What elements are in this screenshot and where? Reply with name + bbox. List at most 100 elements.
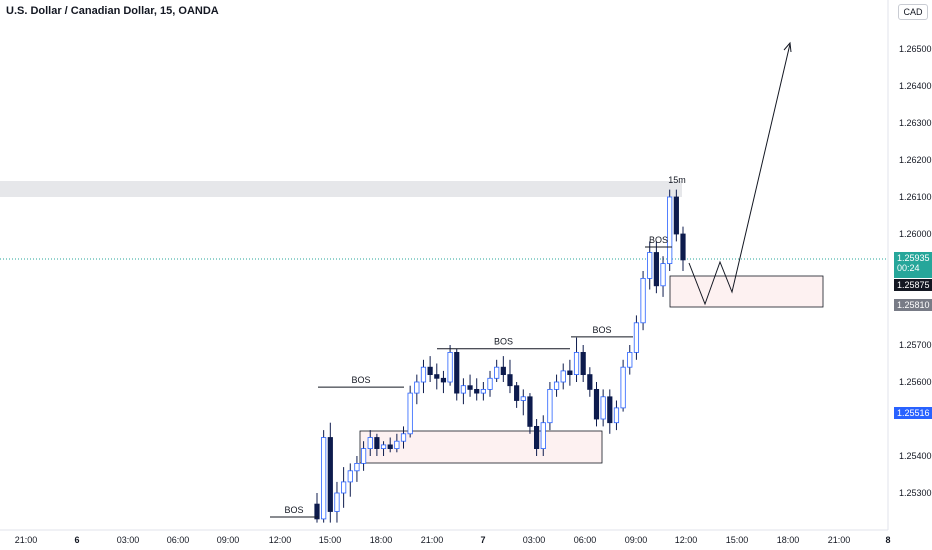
candle-body [380, 444, 387, 449]
price-tick-label: 1.26400 [899, 81, 932, 91]
candle-body [660, 263, 666, 287]
bos-label: BOS [351, 375, 370, 385]
candle-body [447, 351, 453, 383]
time-tick-label: 03:00 [523, 535, 546, 545]
price-tick-label: 1.26300 [899, 118, 932, 128]
candle-body [540, 422, 546, 450]
candle-body [474, 388, 480, 394]
candle-body [520, 396, 526, 401]
price-axis: 1.26500 1.26400 1.26300 1.26200 1.26100 1.260… [899, 44, 932, 498]
bos-label: BOS [649, 235, 668, 245]
candle-body [440, 377, 447, 383]
candle-body [394, 440, 400, 450]
price-tag-level-a: 1.25875 [894, 279, 932, 291]
candle-body [454, 351, 460, 394]
candle-body [627, 351, 633, 368]
candle-body [673, 196, 679, 235]
candle-body [341, 481, 347, 494]
demand-zone [359, 430, 603, 464]
candle-body [374, 437, 380, 449]
candle-body [354, 462, 360, 472]
candle-body [647, 252, 653, 279]
candle-body [607, 396, 613, 424]
candle-body [620, 366, 626, 409]
candle-body [500, 366, 506, 376]
price-tag-level-b: 1.25810 [894, 299, 932, 311]
candle-body [480, 388, 486, 394]
candle-body [573, 351, 580, 375]
candle-body [414, 381, 420, 394]
candle-body [420, 366, 427, 383]
candle-body [680, 233, 686, 261]
current-price-value: 1.25935 [897, 253, 930, 263]
candle-body [387, 444, 393, 449]
bos-label: BOS [592, 325, 611, 335]
price-tick-label: 1.26200 [899, 155, 932, 165]
candle-body [640, 277, 646, 324]
time-tick-label: 12:00 [269, 535, 292, 545]
time-tick-label: 03:00 [117, 535, 140, 545]
time-tick-label: 21:00 [828, 535, 851, 545]
projection-path [688, 43, 791, 306]
candle-body [460, 385, 467, 394]
candle-body [527, 396, 533, 427]
time-tick-label: 06:00 [167, 535, 190, 545]
candle-body [360, 448, 367, 464]
supply-zone-band [0, 181, 682, 197]
bar-countdown: 00:24 [897, 263, 920, 273]
candle-body [560, 370, 566, 383]
price-tick-label: 1.26500 [899, 44, 932, 54]
time-tick-label: 12:00 [675, 535, 698, 545]
time-tick-label: 09:00 [217, 535, 240, 545]
candle-body [653, 252, 659, 287]
bos-label: BOS [494, 337, 513, 347]
candle-body [534, 425, 540, 449]
time-tick-label: 21:00 [421, 535, 444, 545]
candle-body [347, 470, 353, 483]
price-tick-label: 1.25300 [899, 488, 932, 498]
candle-body [567, 370, 573, 375]
time-tick-label: 7 [480, 535, 485, 545]
candle-body [613, 407, 620, 424]
candle-body [547, 388, 553, 424]
candle-body [667, 196, 673, 264]
candle-body [487, 377, 493, 390]
price-tick-label: 1.25400 [899, 451, 932, 461]
time-tick-label: 21:00 [15, 535, 38, 545]
candle-body [321, 437, 327, 520]
candles-group [314, 189, 686, 523]
candle-body [587, 374, 593, 390]
time-tick-label: 6 [74, 535, 79, 545]
candle-body [507, 374, 513, 387]
price-tick-label: 1.26000 [899, 229, 932, 239]
candle-body [434, 374, 440, 379]
candle-body [314, 503, 320, 520]
time-tick-label: 8 [885, 535, 890, 545]
candle-body [600, 396, 606, 420]
time-tick-label: 18:00 [370, 535, 393, 545]
candle-body [407, 392, 413, 435]
candle-body [427, 366, 433, 376]
time-tick-label: 18:00 [777, 535, 800, 545]
arrow-head-icon [783, 41, 792, 53]
candle-body [580, 351, 586, 375]
candle-body [400, 433, 407, 442]
price-tick-label: 1.25700 [899, 340, 932, 350]
candle-body [467, 385, 473, 390]
time-axis: 21:00 6 03:00 06:00 09:00 12:00 15:00 18:00 21:0… [15, 535, 891, 545]
currency-button[interactable]: CAD [898, 4, 928, 20]
candle-body [593, 388, 600, 420]
time-tick-label: 06:00 [574, 535, 597, 545]
candle-body [334, 492, 340, 512]
annotations-group: BOS BOS BOS BOS BOS 15m [270, 175, 686, 518]
candle-body [514, 385, 520, 401]
bos-label: BOS [284, 505, 303, 515]
price-tick-label: 1.25600 [899, 377, 932, 387]
candle-body [494, 366, 500, 379]
current-price-tag: 1.25935 00:24 [894, 252, 932, 278]
candle-body [553, 381, 560, 390]
price-tag-level-c: 1.25516 [894, 407, 932, 419]
candle-body [367, 437, 373, 449]
candle-body [327, 437, 333, 512]
time-tick-label: 09:00 [625, 535, 648, 545]
